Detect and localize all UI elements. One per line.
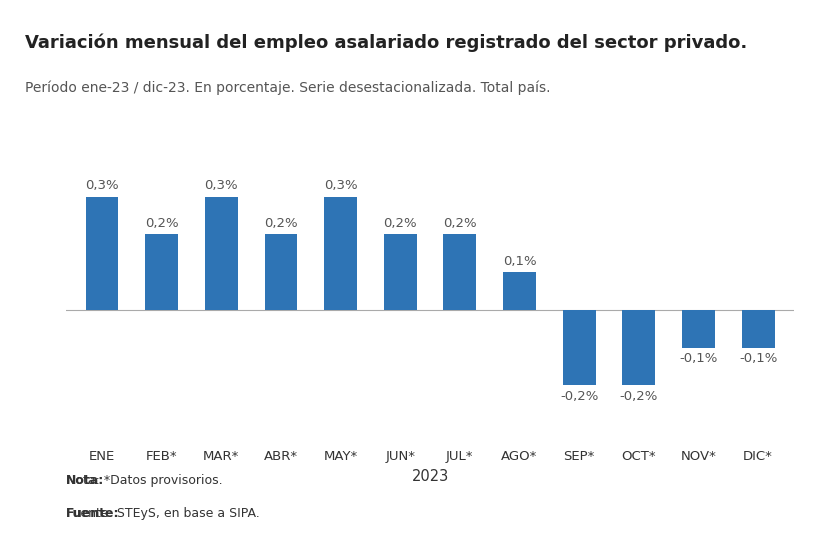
Bar [623,310,655,385]
Text: 0,1%: 0,1% [503,254,537,268]
Bar [265,234,298,310]
Text: 0,2%: 0,2% [264,217,298,230]
Bar [205,197,237,310]
Bar [562,310,595,385]
Text: -0,1%: -0,1% [739,352,777,365]
Text: 0,3%: 0,3% [204,179,238,192]
Text: 0,2%: 0,2% [443,217,476,230]
Bar [742,310,775,348]
Bar [146,234,178,310]
Text: 0,3%: 0,3% [85,179,119,192]
Text: -0,2%: -0,2% [619,390,658,403]
Bar [443,234,476,310]
Text: 0,3%: 0,3% [323,179,357,192]
X-axis label: 2023: 2023 [411,469,449,484]
Text: Nota: *Datos provisorios.: Nota: *Datos provisorios. [66,474,222,487]
Text: Variación mensual del empleo asalariado registrado del sector privado.: Variación mensual del empleo asalariado … [25,33,747,52]
Text: 0,2%: 0,2% [384,217,417,230]
Text: Fuente:: Fuente: [66,507,120,520]
Text: 0,2%: 0,2% [145,217,179,230]
Text: Fuente: STEyS, en base a SIPA.: Fuente: STEyS, en base a SIPA. [66,507,260,520]
Bar [85,197,118,310]
Bar [384,234,417,310]
Text: -0,2%: -0,2% [560,390,599,403]
Text: Nota:: Nota: [66,474,104,487]
Bar [682,310,715,348]
Text: -0,1%: -0,1% [679,352,718,365]
Bar [503,272,536,310]
Text: Período ene-23 / dic-23. En porcentaje. Serie desestacionalizada. Total país.: Período ene-23 / dic-23. En porcentaje. … [25,81,550,95]
Bar [324,197,357,310]
